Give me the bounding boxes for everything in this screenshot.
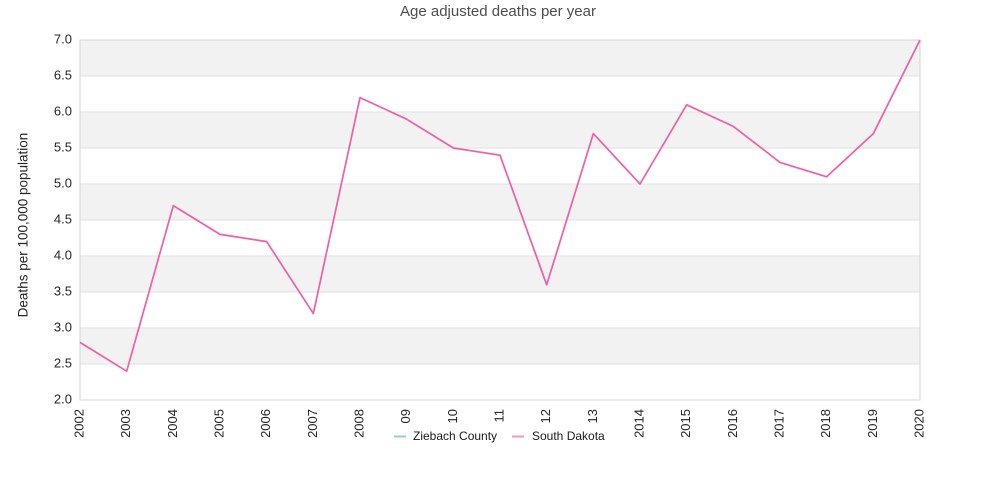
svg-text:2.5: 2.5 bbox=[54, 356, 72, 371]
svg-text:4.5: 4.5 bbox=[54, 212, 72, 227]
svg-text:11: 11 bbox=[492, 409, 507, 423]
svg-text:12: 12 bbox=[538, 409, 553, 423]
svg-text:2019: 2019 bbox=[865, 409, 880, 438]
svg-text:4.0: 4.0 bbox=[54, 248, 72, 263]
svg-text:Ziebach County: Ziebach County bbox=[413, 429, 497, 443]
svg-text:2.0: 2.0 bbox=[54, 392, 72, 407]
svg-text:Age adjusted deaths per year: Age adjusted deaths per year bbox=[400, 3, 596, 20]
svg-text:2008: 2008 bbox=[352, 409, 367, 438]
svg-text:Deaths per 100,000 population: Deaths per 100,000 population bbox=[16, 133, 31, 318]
svg-text:5.0: 5.0 bbox=[54, 176, 72, 191]
svg-text:3.0: 3.0 bbox=[54, 320, 72, 335]
svg-text:South Dakota: South Dakota bbox=[532, 429, 605, 443]
svg-text:09: 09 bbox=[398, 409, 413, 423]
svg-text:2015: 2015 bbox=[678, 409, 693, 438]
svg-text:2004: 2004 bbox=[165, 409, 180, 438]
svg-text:2020: 2020 bbox=[912, 409, 927, 438]
svg-text:2014: 2014 bbox=[632, 409, 647, 438]
svg-text:7.0: 7.0 bbox=[54, 32, 72, 47]
svg-text:10: 10 bbox=[445, 409, 460, 423]
svg-text:2007: 2007 bbox=[305, 409, 320, 438]
svg-text:6.0: 6.0 bbox=[54, 104, 72, 119]
svg-text:2002: 2002 bbox=[72, 409, 87, 438]
svg-text:13: 13 bbox=[585, 409, 600, 423]
svg-text:2017: 2017 bbox=[772, 409, 787, 438]
svg-text:3.5: 3.5 bbox=[54, 284, 72, 299]
svg-text:2018: 2018 bbox=[818, 409, 833, 438]
svg-text:2006: 2006 bbox=[258, 409, 273, 438]
svg-text:6.5: 6.5 bbox=[54, 68, 72, 83]
svg-text:2003: 2003 bbox=[118, 409, 133, 438]
svg-text:2016: 2016 bbox=[725, 409, 740, 438]
svg-text:5.5: 5.5 bbox=[54, 140, 72, 155]
svg-text:2005: 2005 bbox=[212, 409, 227, 438]
